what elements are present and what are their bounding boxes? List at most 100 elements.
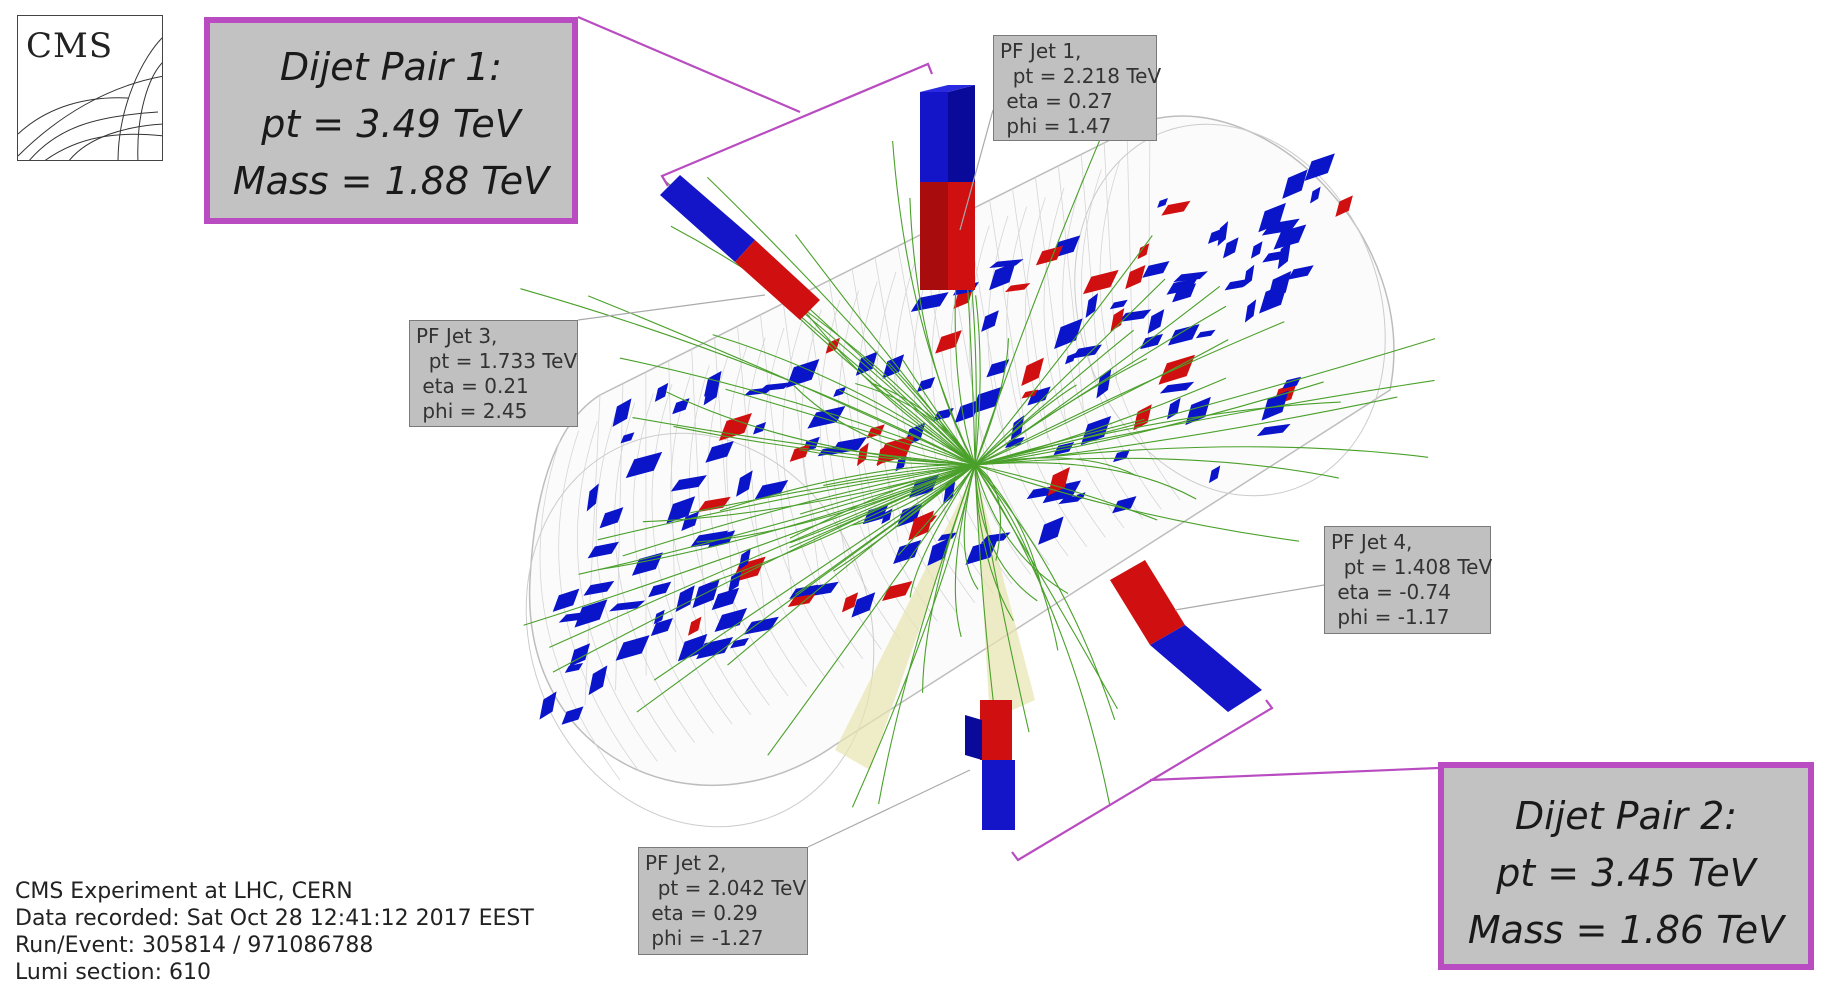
jet-towers — [660, 85, 1262, 830]
particle-track — [974, 464, 1002, 561]
jet-3-name: PF Jet 3, — [416, 324, 498, 348]
calorimeter-hit — [1137, 243, 1150, 260]
particle-track — [974, 339, 1229, 466]
calorimeter-hit — [1054, 318, 1083, 350]
jet-pointers — [577, 109, 1325, 848]
particle-track — [897, 464, 976, 556]
jet-1-phi: phi = 1.47 — [1000, 114, 1112, 138]
calorimeter-hit — [705, 440, 734, 463]
pair2-connector — [1149, 766, 1439, 782]
jet-1-eta: eta = 0.27 — [1000, 89, 1113, 113]
calorimeter-hit — [696, 637, 734, 660]
calorimeter-hit — [561, 706, 584, 725]
dijet-pair-2-title: Dijet Pair 2: — [1514, 794, 1738, 838]
particle-track — [974, 462, 1197, 500]
calorimeter-hit — [841, 592, 859, 613]
particle-track — [793, 385, 976, 466]
calorimeter-hit — [1244, 299, 1257, 323]
calorimeter-hit — [1096, 368, 1112, 399]
particle-track — [725, 388, 976, 466]
calorimeter-hit — [893, 539, 922, 565]
mesh-line — [828, 280, 874, 558]
calorimeter-hit — [1159, 381, 1195, 394]
calorimeter-hit — [807, 406, 846, 429]
jet-4-pt: pt = 1.408 TeV — [1331, 555, 1493, 579]
mesh-arc — [968, 225, 1050, 566]
event-info-run: Run/Event: 305814 / 971086788 — [15, 933, 374, 958]
mesh-arc — [576, 421, 658, 762]
particle-track — [974, 295, 981, 466]
calorimeter-hit — [670, 475, 707, 492]
calorimeter-hit — [1021, 357, 1044, 387]
calorimeter-hit — [851, 592, 876, 618]
calorimeter-hit — [1038, 516, 1064, 545]
calorimeter-hit — [1118, 309, 1152, 323]
event-info-experiment: CMS Experiment at LHC, CERN — [15, 879, 353, 904]
cms-logo-tracks — [18, 37, 162, 160]
calorimeter-hit — [1147, 309, 1165, 334]
mesh-line — [1103, 142, 1118, 380]
jet4-tower-ecal — [1150, 625, 1262, 712]
particle-track — [520, 288, 976, 466]
calorimeter-hit — [754, 480, 789, 500]
cms-logo-text: CMS — [26, 26, 114, 66]
mesh-arc — [1080, 169, 1162, 510]
jet1-tower-ecal-side — [948, 85, 975, 182]
calorimeter-hit — [1109, 299, 1128, 310]
calorimeter-hit — [1304, 153, 1335, 181]
particle-track — [974, 464, 1118, 710]
particle-track — [795, 464, 976, 595]
particle-track — [974, 381, 1324, 466]
calorimeter-hit — [1142, 260, 1170, 278]
calorimeter-hit — [681, 511, 700, 532]
particle-track — [974, 379, 1435, 466]
mesh-arc — [539, 439, 621, 781]
particle-track — [974, 401, 1341, 466]
calorimeter-hit — [758, 382, 792, 392]
particle-track — [851, 464, 976, 808]
calorimeter-hit — [1224, 278, 1249, 291]
calorimeter-hit — [588, 665, 608, 696]
calorimeter-hit — [743, 616, 779, 635]
jet-cone-right — [975, 470, 1035, 720]
calorimeter-hit — [1273, 224, 1307, 250]
jet-4-name: PF Jet 4, — [1331, 530, 1413, 554]
calorimeter-hit — [981, 310, 999, 332]
dijet-brackets — [577, 15, 1439, 862]
calorimeter-hit — [650, 618, 673, 637]
jet1-tower-ecal — [920, 92, 948, 182]
calorimeter-hit — [625, 451, 663, 479]
calorimeter-hit — [688, 616, 702, 636]
jet-3-label: PF Jet 3, pt = 1.733 TeV eta = 0.21 phi … — [409, 320, 578, 427]
calorimeter-hit — [1113, 449, 1131, 463]
pair1-connector — [577, 15, 801, 114]
dijet-pair-2-mass: Mass = 1.86 TeV — [1467, 908, 1785, 952]
calorimeter-hit — [703, 376, 721, 406]
pair1-bracket — [660, 62, 934, 187]
calorimeter-hit — [1005, 437, 1025, 449]
calorimeter-hit — [1287, 265, 1314, 280]
calorimeter-hit — [989, 259, 1024, 268]
particle-track — [833, 464, 976, 572]
jet-3-eta: eta = 0.21 — [416, 374, 529, 398]
calorimeter-hit — [882, 580, 913, 601]
particle-track — [878, 464, 976, 805]
calorimeter-hit — [1140, 333, 1164, 350]
barrel-endcap-far — [1074, 123, 1386, 497]
calorimeter-hit — [1217, 221, 1229, 247]
particle-track — [597, 464, 976, 541]
calorimeter-hit — [933, 407, 954, 421]
calorimeter-hit — [1065, 352, 1076, 365]
particle-track — [974, 464, 1059, 651]
calorimeter-hit — [1027, 386, 1051, 406]
particle-track — [974, 338, 1009, 466]
jet1-tower-hcal — [948, 182, 975, 290]
calorimeter-hit — [1282, 169, 1308, 199]
jet3-tower-ecal — [660, 175, 755, 262]
particle-track — [789, 464, 976, 539]
particle-track — [653, 464, 976, 681]
jet1-tower-top — [920, 85, 975, 92]
calorimeter-hit — [1223, 237, 1239, 259]
jet3-tower-hcal — [735, 240, 820, 320]
